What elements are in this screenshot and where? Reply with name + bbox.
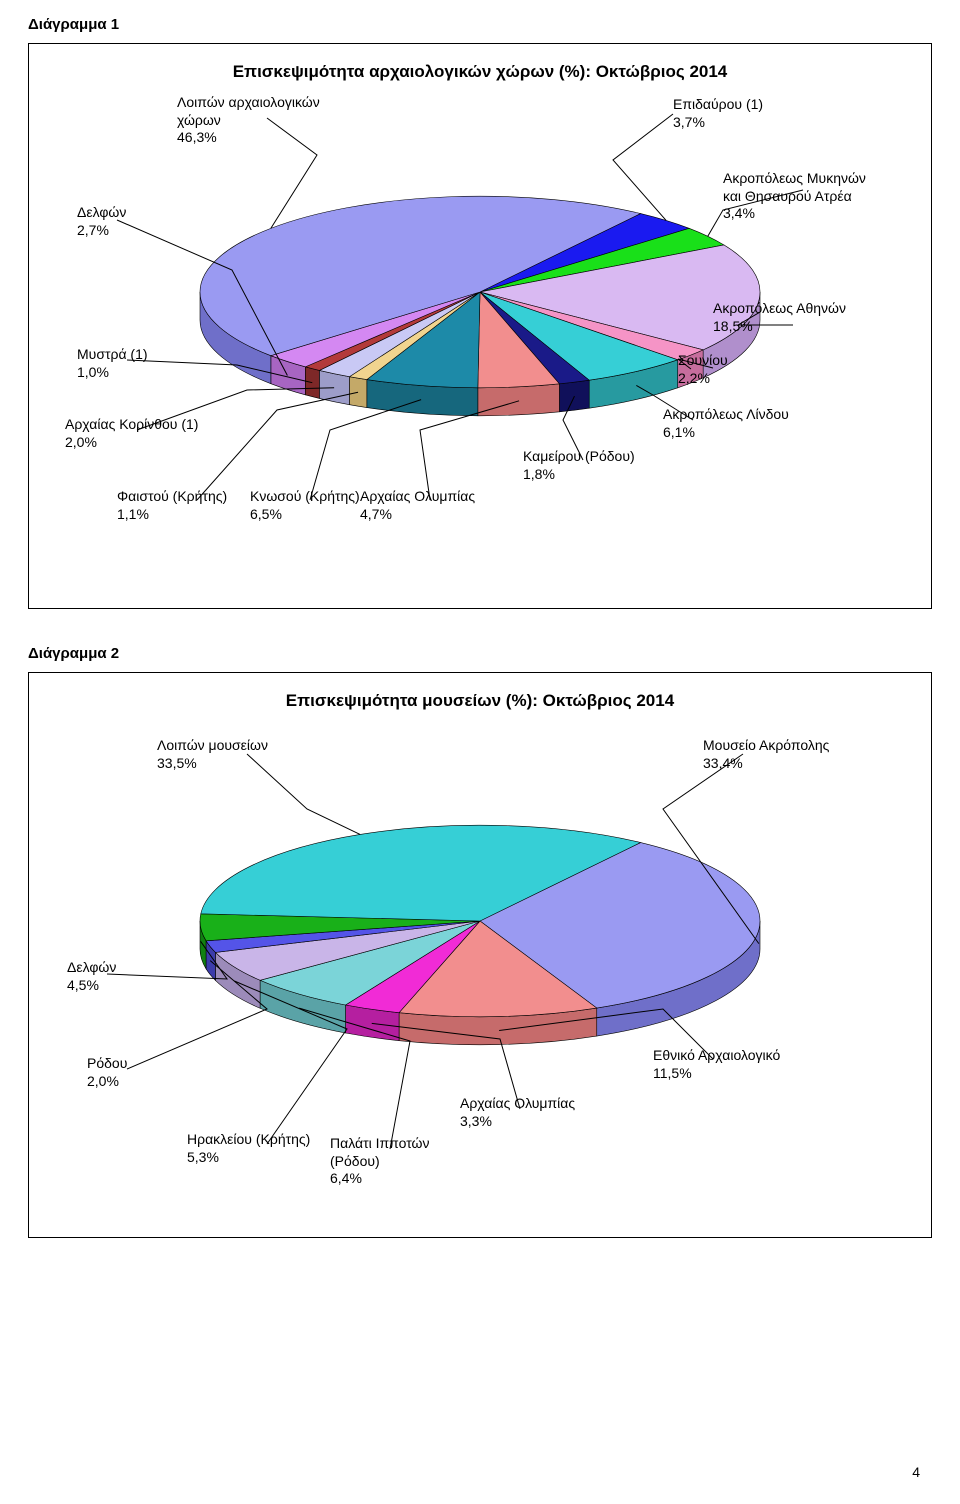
- pie-label: Καμείρου (Ρόδου)1,8%: [523, 448, 635, 483]
- pie-svg: [47, 729, 913, 1209]
- pie-label: Ακροπόλεως Μυκηνώνκαι Θησαυρού Ατρέα3,4%: [723, 170, 866, 223]
- pie-label: Αρχαίας Ολυμπίας4,7%: [360, 488, 475, 523]
- chart1-heading: Διάγραμμα 1: [28, 16, 932, 33]
- pie-label: Παλάτι Ιπποτών(Ρόδου)6,4%: [330, 1135, 429, 1188]
- pie-label: Ρόδου2,0%: [87, 1055, 127, 1090]
- pie-label: Φαιστού (Κρήτης)1,1%: [117, 488, 227, 523]
- pie-label: Αρχαίας Κορίνθου (1)2,0%: [65, 416, 198, 451]
- pie-label: Λοιπών αρχαιολογικώνχώρων46,3%: [177, 94, 320, 147]
- chart2-area: Μουσείο Ακρόπολης33,4% Εθνικό Αρχαιολογικ…: [47, 729, 913, 1209]
- pie-label: Ακροπόλεως Λίνδου6,1%: [663, 406, 789, 441]
- pie-label: Αρχαίας Ολυμπίας3,3%: [460, 1095, 575, 1130]
- chart1-title: Επισκεψιμότητα αρχαιολογικών χώρων (%): …: [47, 62, 913, 82]
- page-number: 4: [912, 1464, 920, 1480]
- pie-label: Επιδαύρου (1)3,7%: [673, 96, 763, 131]
- pie-side: [478, 384, 560, 416]
- chart2-heading: Διάγραμμα 2: [28, 645, 932, 662]
- pie-side: [305, 367, 319, 399]
- pie-label: Δελφών4,5%: [67, 959, 116, 994]
- leader-line: [310, 400, 421, 500]
- pie-label: Εθνικό Αρχαιολογικό11,5%: [653, 1047, 780, 1082]
- chart2-title: Επισκεψιμότητα μουσείων (%): Οκτώβριος 2…: [47, 691, 913, 711]
- pie-label: Κνωσού (Κρήτης)6,5%: [250, 488, 360, 523]
- chart2-box: Επισκεψιμότητα μουσείων (%): Οκτώβριος 2…: [28, 672, 932, 1238]
- pie-label: Μουσείο Ακρόπολης33,4%: [703, 737, 829, 772]
- pie-label: Δελφών2,7%: [77, 204, 126, 239]
- chart1-area: Επιδαύρου (1)3,7%Ακροπόλεως Μυκηνώνκαι Θ…: [47, 100, 913, 580]
- leader-line: [197, 392, 358, 500]
- leader-line: [613, 114, 673, 220]
- chart1-box: Επισκεψιμότητα αρχαιολογικών χώρων (%): …: [28, 43, 932, 609]
- pie-side: [559, 380, 589, 412]
- pie-label: Ηρακλείου (Κρήτης)5,3%: [187, 1131, 310, 1166]
- pie-label: Μυστρά (1)1,0%: [77, 346, 148, 381]
- pie-label: Λοιπών μουσείων33,5%: [157, 737, 268, 772]
- pie-label: Ακροπόλεως Αθηνών18,5%: [713, 300, 846, 335]
- pie-label: Σουνίου2,2%: [678, 352, 728, 387]
- pie-side: [349, 377, 366, 408]
